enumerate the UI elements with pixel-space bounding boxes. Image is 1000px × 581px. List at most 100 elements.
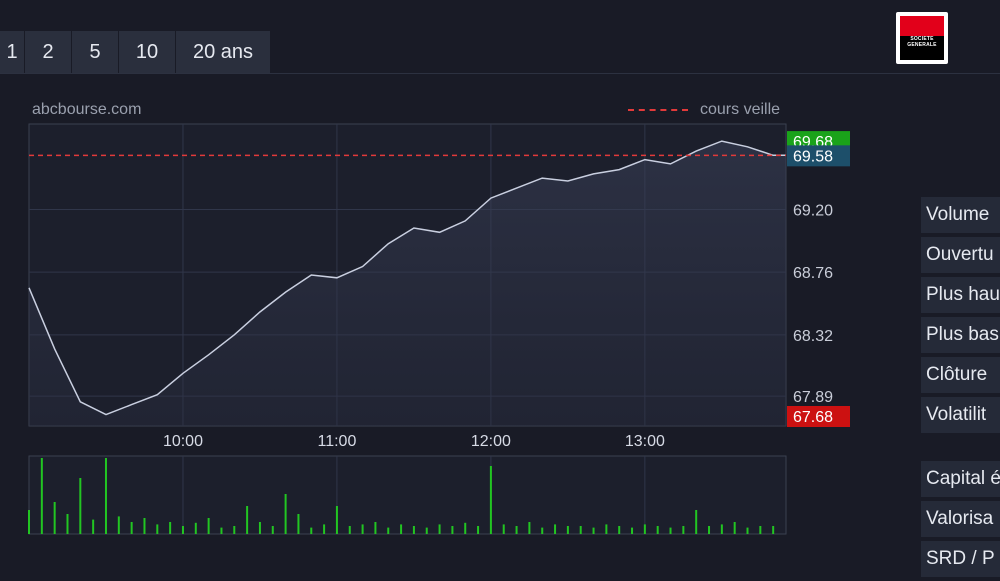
stats-panel: Volume Ouvertu Plus hau Plus bas Clôture… xyxy=(921,197,1000,437)
volume-bar xyxy=(348,526,351,534)
volume-bar xyxy=(746,527,749,534)
volume-bar xyxy=(130,522,133,534)
volume-bar xyxy=(708,526,711,534)
volume-bar xyxy=(79,478,82,534)
stat-volume: Volume xyxy=(921,197,1000,233)
stat-cloture: Clôture xyxy=(921,357,1000,393)
volume-bar xyxy=(566,526,569,534)
prev-close-price-tag-bg xyxy=(787,145,850,167)
volume-bar xyxy=(207,518,210,534)
volume-bar xyxy=(271,526,274,534)
stat-ouverture: Ouvertu xyxy=(921,237,1000,273)
volume-bar xyxy=(515,526,518,534)
volume-bar xyxy=(220,527,223,534)
volume-bar xyxy=(528,522,531,534)
stat-capital: Capital é xyxy=(921,461,1000,497)
tab-1[interactable]: 1 xyxy=(0,31,24,73)
volume-bar xyxy=(28,510,30,534)
volume-bar xyxy=(656,526,659,534)
y-tick-label: 68.32 xyxy=(793,328,833,345)
tab-2[interactable]: 2 xyxy=(25,31,71,73)
prev-close-price-tag: 69.58 xyxy=(793,148,833,165)
volume-bar xyxy=(425,527,428,534)
volume-bar xyxy=(682,526,685,534)
tab-20-ans[interactable]: 20 ans xyxy=(176,31,270,73)
legend-label: cours veille xyxy=(700,101,781,118)
volume-bar xyxy=(117,516,120,534)
logo-text: SOCIETE GENERALE xyxy=(907,36,937,48)
volume-bar xyxy=(631,527,634,534)
volume-bar xyxy=(92,519,95,534)
volume-plot-area xyxy=(28,455,787,535)
x-tick-label: 13:00 xyxy=(625,433,665,450)
chart-legend: cours veille xyxy=(628,101,780,119)
volume-bar xyxy=(720,524,723,534)
volume-bar xyxy=(412,526,415,534)
price-line xyxy=(28,140,786,416)
logo-red-band xyxy=(900,16,944,36)
volume-bar xyxy=(477,526,480,534)
volume-bar xyxy=(541,527,544,534)
volume-bar xyxy=(53,502,56,534)
tab-10[interactable]: 10 xyxy=(119,31,175,73)
volume-bar xyxy=(605,524,608,534)
stat-plus-bas: Plus bas xyxy=(921,317,1000,353)
volume-bar xyxy=(297,514,300,534)
volume-bar xyxy=(643,524,646,534)
volume-bar xyxy=(310,527,313,534)
legend-dash-line xyxy=(628,109,688,111)
stat-volatilite: Volatilit xyxy=(921,397,1000,433)
volume-bar xyxy=(156,524,159,534)
x-tick-label: 11:00 xyxy=(318,433,357,450)
low-price-tag-bg xyxy=(787,406,850,427)
header-divider xyxy=(0,73,1000,74)
volume-bar xyxy=(246,506,249,534)
stat-plus-haut: Plus hau xyxy=(921,277,1000,313)
price-area xyxy=(29,141,786,426)
volume-bar xyxy=(502,524,505,534)
chart-source: abcbourse.com xyxy=(32,101,142,118)
y-tick-label: 68.76 xyxy=(793,265,833,282)
volume-bar xyxy=(695,510,698,534)
stat-valorisation: Valorisa xyxy=(921,501,1000,537)
low-price-tag: 67.68 xyxy=(793,409,833,426)
volume-bar xyxy=(335,506,338,534)
volume-bar xyxy=(400,524,403,534)
x-tick-label: 12:00 xyxy=(471,433,511,450)
x-tick-label: 10:00 xyxy=(163,433,203,450)
y-tick-label: 69.20 xyxy=(793,202,833,219)
volume-bar xyxy=(554,524,557,534)
volume-bar xyxy=(104,458,107,534)
volume-bar xyxy=(759,526,762,534)
volume-bar xyxy=(181,526,184,534)
volume-bar xyxy=(464,522,467,534)
company-logo: SOCIETE GENERALE xyxy=(896,12,948,64)
stats-panel-2: Capital é Valorisa SRD / P xyxy=(921,461,1000,581)
volume-bar xyxy=(233,526,236,534)
volume-bar xyxy=(258,522,261,534)
volume-bar xyxy=(284,494,287,534)
volume-bar xyxy=(489,466,492,534)
volume-bar xyxy=(66,514,69,534)
volume-bar xyxy=(194,522,197,534)
stat-srd: SRD / P xyxy=(921,541,1000,577)
volume-bar xyxy=(733,522,736,534)
volume-bar xyxy=(40,458,43,534)
volume-bar xyxy=(772,526,775,534)
volume-bar xyxy=(618,526,621,534)
volume-bar xyxy=(169,522,172,534)
period-tabs: 1 2 5 10 20 ans xyxy=(0,31,271,73)
tab-5[interactable]: 5 xyxy=(72,31,118,73)
logo-black-band xyxy=(900,36,944,60)
volume-bar xyxy=(323,524,326,534)
volume-bar xyxy=(451,526,454,534)
volume-bar xyxy=(374,522,377,534)
volume-bar xyxy=(387,527,390,534)
volume-bar xyxy=(361,524,364,534)
volume-bar xyxy=(438,524,441,534)
volume-bar xyxy=(592,527,595,534)
volume-bar xyxy=(579,526,582,534)
volume-bar xyxy=(143,518,146,534)
volume-bar xyxy=(669,527,672,534)
